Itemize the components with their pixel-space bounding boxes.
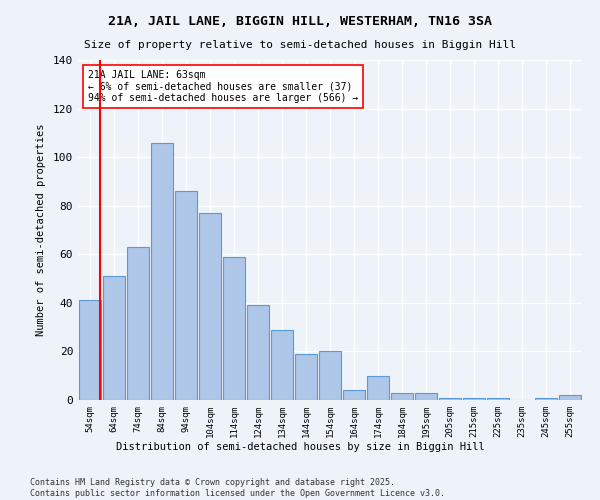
Bar bbox=[199, 213, 221, 400]
Bar bbox=[223, 256, 245, 400]
Bar bbox=[151, 142, 173, 400]
Bar bbox=[535, 398, 557, 400]
Bar bbox=[367, 376, 389, 400]
Bar bbox=[439, 398, 461, 400]
Bar bbox=[247, 306, 269, 400]
Bar bbox=[103, 276, 125, 400]
Text: 21A JAIL LANE: 63sqm
← 6% of semi-detached houses are smaller (37)
94% of semi-d: 21A JAIL LANE: 63sqm ← 6% of semi-detach… bbox=[88, 70, 358, 103]
Bar bbox=[127, 247, 149, 400]
Text: 21A, JAIL LANE, BIGGIN HILL, WESTERHAM, TN16 3SA: 21A, JAIL LANE, BIGGIN HILL, WESTERHAM, … bbox=[108, 15, 492, 28]
Bar bbox=[559, 395, 581, 400]
Text: Contains HM Land Registry data © Crown copyright and database right 2025.
Contai: Contains HM Land Registry data © Crown c… bbox=[30, 478, 445, 498]
Bar bbox=[175, 191, 197, 400]
Bar bbox=[79, 300, 101, 400]
Text: Distribution of semi-detached houses by size in Biggin Hill: Distribution of semi-detached houses by … bbox=[116, 442, 484, 452]
Bar bbox=[295, 354, 317, 400]
Y-axis label: Number of semi-detached properties: Number of semi-detached properties bbox=[36, 124, 46, 336]
Text: Size of property relative to semi-detached houses in Biggin Hill: Size of property relative to semi-detach… bbox=[84, 40, 516, 50]
Bar bbox=[391, 392, 413, 400]
Bar bbox=[319, 352, 341, 400]
Bar bbox=[343, 390, 365, 400]
Bar bbox=[487, 398, 509, 400]
Bar bbox=[271, 330, 293, 400]
Bar bbox=[415, 392, 437, 400]
Bar bbox=[463, 398, 485, 400]
